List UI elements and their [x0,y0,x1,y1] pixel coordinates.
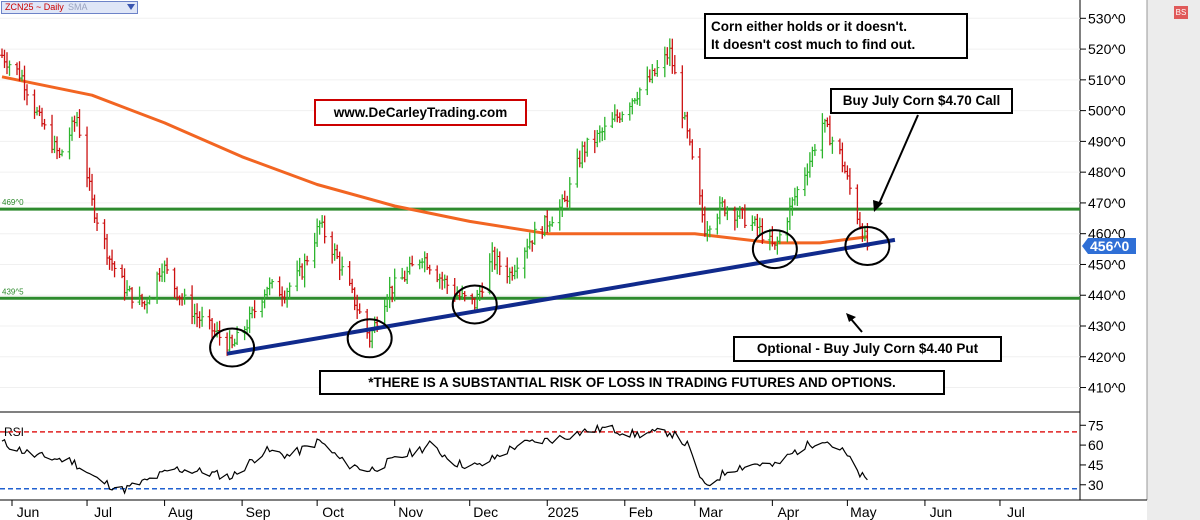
last-price-marker: 456^0 [1082,238,1136,254]
time-tick-label: Aug [168,504,193,520]
rsi-tick-label: 30 [1088,477,1104,493]
price-tick-label: 450^0 [1088,256,1126,272]
time-tick-label: Apr [777,504,799,520]
circled-low-marker [346,318,393,359]
price-tick-label: 500^0 [1088,103,1126,119]
circled-low-marker [844,226,891,266]
put-arrow [850,318,863,333]
symbol-label: ZCN25 ~ Daily [5,2,64,12]
circled-low-marker [209,327,256,368]
disclaimer-box: *THERE IS A SUBSTANTIAL RISK OF LOSS IN … [319,370,945,395]
time-tick-label: Oct [322,504,344,520]
time-tick-label: Jun [930,504,953,520]
price-tick-label: 470^0 [1088,195,1126,211]
put-arrow-head [846,313,856,322]
time-tick-label: Dec [473,504,498,520]
support-line-label: 469^0 [2,198,24,207]
disclaimer-text: *THERE IS A SUBSTANTIAL RISK OF LOSS IN … [368,375,896,390]
time-tick-label: Jul [1007,504,1025,520]
study-label: SMA [68,2,88,12]
circled-low-marker [451,284,498,325]
rsi-title: RSI [4,425,24,439]
last-price-tag [1082,238,1136,254]
circled-lows-layer [209,226,891,368]
rsi-tick-label: 45 [1088,457,1104,473]
price-tick-label: 440^0 [1088,287,1126,303]
rsi-pane: RSI 30 45 60 75 [0,417,1104,495]
last-price-label: 456^0 [1090,238,1130,254]
website-text: www.DeCarleyTrading.com [333,105,508,120]
corner-badge-label: BS [1175,8,1187,17]
put-label-box: Optional - Buy July Corn $4.40 Put [733,336,1002,362]
annotation-arrows [846,114,919,333]
note-line-1: Corn either holds or it doesn't. [711,19,907,34]
price-tick-label: 520^0 [1088,41,1126,57]
trendline-layer [226,237,896,356]
note-box: Corn either holds or it doesn't. It does… [704,13,968,59]
price-tick-label: 490^0 [1088,133,1126,149]
note-line-2: It doesn't cost much to find out. [711,37,916,52]
symbol-selector[interactable]: ZCN25 ~ Daily SMA [1,1,138,14]
time-tick-label: May [850,504,876,520]
support-trendline [226,237,896,356]
time-tick-label: Jun [17,504,40,520]
price-tick-label: 420^0 [1088,349,1126,365]
rsi-tick-label: 75 [1088,417,1104,433]
circled-low-marker [751,229,798,270]
time-tick-label: Feb [629,504,653,520]
time-tick-label: Nov [398,504,423,520]
rsi-tick-label: 60 [1088,437,1104,453]
call-arrow [878,114,919,205]
price-tick-label: 430^0 [1088,318,1126,334]
chevron-down-icon[interactable] [127,4,135,10]
rsi-line [1,423,868,495]
time-tick-label: 2025 [548,504,579,520]
corner-badge: BS [1174,6,1188,19]
price-tick-label: 410^0 [1088,380,1126,396]
price-tick-label: 460^0 [1088,226,1126,242]
call-label: Buy July Corn $4.70 Call [842,93,1001,108]
call-arrow-head [873,200,883,212]
price-tick-label: 480^0 [1088,164,1126,180]
right-margin-panel [1147,0,1200,520]
time-tick-label: Sep [246,504,271,520]
time-tick-label: Mar [699,504,723,520]
website-label: www.DeCarleyTrading.com [314,99,527,126]
price-tick-label: 530^0 [1088,10,1126,26]
time-axis-ticks: Jun Jul Aug Sep Oct Nov Dec 2025 Feb Mar Apr May Jun… [11,500,1025,520]
price-tick-label: 510^0 [1088,72,1126,88]
time-tick-label: Jul [94,504,112,520]
call-label-box: Buy July Corn $4.70 Call [830,88,1013,114]
price-axis-ticks: 410^0 420^0 430^0 440^0 450^0 460^0 470^0 480^0… [1080,10,1126,396]
support-line-label: 439^5 [2,287,24,296]
put-label: Optional - Buy July Corn $4.40 Put [756,341,979,356]
